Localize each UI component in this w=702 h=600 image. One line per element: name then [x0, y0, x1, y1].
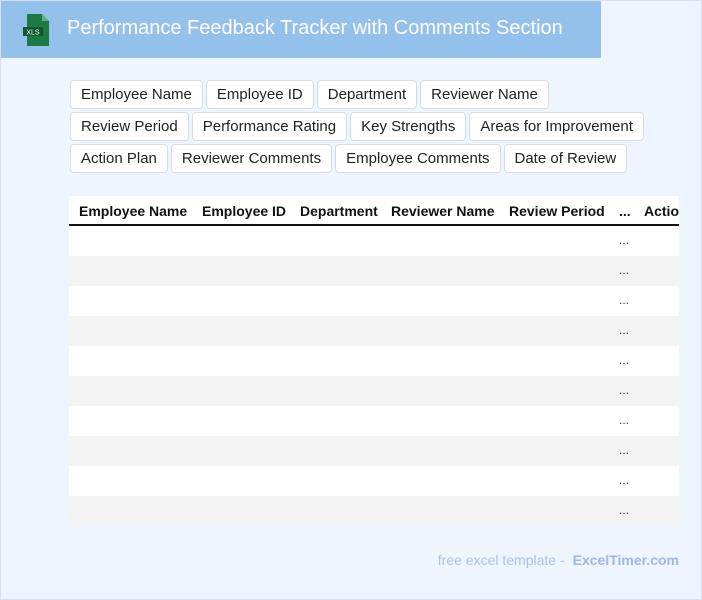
footer: free excel template - ExcelTimer.com: [438, 552, 679, 568]
field-tag[interactable]: Key Strengths: [350, 112, 467, 141]
column-header[interactable]: Reviewer Name: [391, 203, 495, 219]
field-tag[interactable]: Reviewer Name: [420, 80, 549, 109]
field-tag[interactable]: Date of Review: [503, 144, 628, 173]
table-header: Employee Name Employee ID Department Review…: [69, 196, 679, 226]
table-row: ...: [69, 376, 679, 406]
table-row: ...: [69, 286, 679, 316]
field-tag[interactable]: Employee Name: [70, 80, 203, 109]
cell-ellipsis: ...: [619, 323, 630, 337]
footer-text: free excel template -: [437, 552, 565, 568]
field-tag[interactable]: Action Plan: [70, 144, 168, 173]
cell-ellipsis: ...: [619, 293, 630, 307]
table-row: ...: [69, 466, 679, 496]
cell-ellipsis: ...: [619, 413, 630, 427]
field-tag[interactable]: Performance Rating: [191, 112, 348, 141]
table-row: ...: [69, 406, 679, 436]
cell-ellipsis: ...: [619, 503, 630, 517]
table-row: ...: [69, 496, 679, 526]
column-header[interactable]: ...: [619, 203, 631, 219]
field-tag[interactable]: Department: [316, 80, 418, 109]
column-header[interactable]: Employee ID: [202, 203, 287, 219]
field-tag[interactable]: Review Period: [70, 112, 189, 141]
column-header[interactable]: Employee Name: [79, 203, 188, 219]
xls-file-icon: XLS: [23, 14, 49, 46]
field-tag[interactable]: Employee Comments: [335, 144, 501, 173]
column-header[interactable]: Actio: [644, 203, 679, 219]
data-table: Employee Name Employee ID Department Review…: [69, 196, 679, 526]
cell-ellipsis: ...: [619, 263, 630, 277]
table-row: ...: [69, 346, 679, 376]
footer-brand-link[interactable]: ExcelTimer.com: [572, 552, 679, 568]
cell-ellipsis: ...: [619, 383, 630, 397]
cell-ellipsis: ...: [619, 233, 630, 247]
field-tag[interactable]: Employee ID: [205, 80, 314, 109]
cell-ellipsis: ...: [619, 443, 630, 457]
page-title: Performance Feedback Tracker with Commen…: [67, 17, 563, 39]
column-header[interactable]: Department: [300, 203, 378, 219]
svg-text:XLS: XLS: [26, 30, 40, 37]
cell-ellipsis: ...: [619, 353, 630, 367]
table-row: ...: [69, 316, 679, 346]
field-tag[interactable]: Reviewer Comments: [170, 144, 333, 173]
field-tags: Employee Name Employee ID Department Review…: [70, 80, 670, 173]
title-bar: XLS Performance Feedback Tracker with Co…: [1, 1, 601, 58]
cell-ellipsis: ...: [619, 473, 630, 487]
column-header[interactable]: Review Period: [509, 203, 605, 219]
table-row: ...: [69, 226, 679, 256]
field-tag[interactable]: Areas for Improvement: [469, 112, 644, 141]
table-row: ...: [69, 436, 679, 466]
table-row: ...: [69, 256, 679, 286]
